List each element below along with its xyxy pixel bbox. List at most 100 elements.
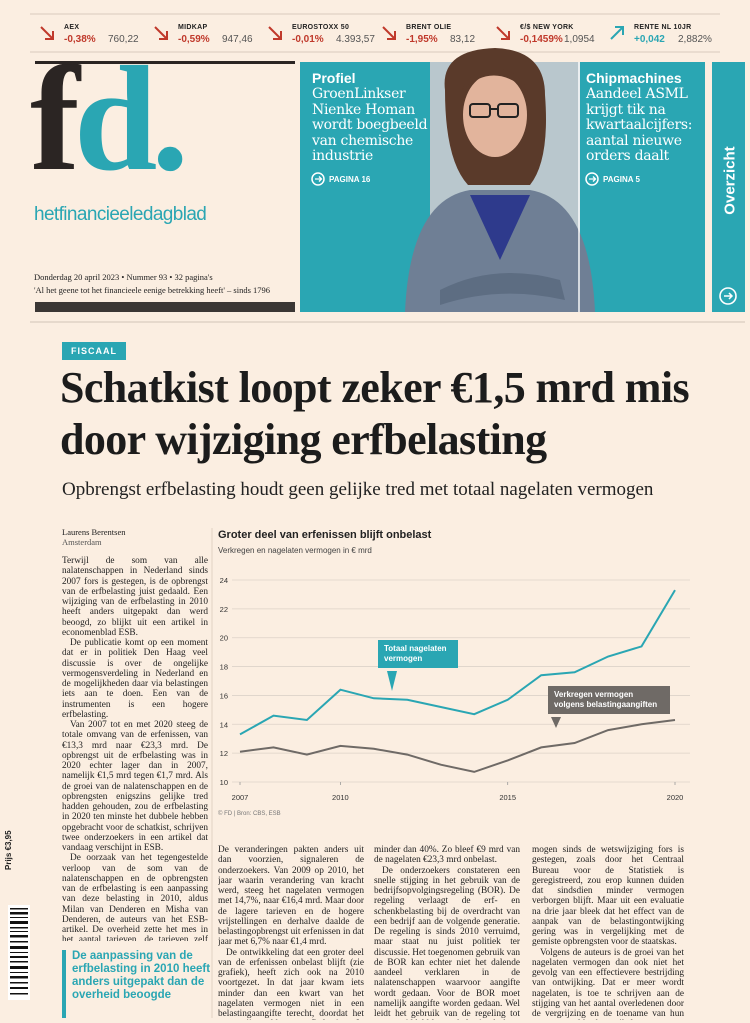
- ticker-arrow: [268, 26, 282, 40]
- y-tick-label: 24: [220, 576, 228, 585]
- column: Terwijl de som van alle nalatenschappen …: [62, 556, 208, 941]
- author: Laurens Berentsen: [62, 527, 126, 537]
- ticker-name: €/$ NEW YORK: [520, 24, 574, 31]
- chart-source: © FD | Bron: CBS, ESB: [218, 811, 281, 817]
- rule: [35, 61, 295, 64]
- paragraph: mogen sinds de wetswijziging fors is ges…: [532, 845, 684, 948]
- ticker-item: €/$ NEW YORK -0,1459% 1,0954: [494, 22, 606, 48]
- y-tick-label: 10: [220, 778, 228, 787]
- callout-pointer: [551, 717, 561, 728]
- arrow: [154, 26, 168, 40]
- ticker-value: 947,46: [222, 34, 253, 45]
- column: De veranderingen pakten anders uit dan v…: [218, 845, 364, 1020]
- ticker-arrow: [610, 26, 624, 40]
- ticker-value: 83,12: [450, 34, 476, 45]
- ticker-arrow: [382, 26, 396, 40]
- pull-quote: De aanpassing van de erfbelasting in 201…: [62, 950, 212, 1018]
- price: Prijs €3,95: [4, 830, 13, 870]
- y-tick-label: 14: [220, 720, 228, 729]
- ticker-item: BRENT OLIE -1,95% 83,12: [380, 22, 492, 48]
- icon: [311, 172, 325, 186]
- paragraph: Van 2007 tot en met 2020 steeg de totale…: [62, 720, 208, 853]
- ticker-value: 4.393,57: [336, 34, 375, 45]
- ticker-arrow: [496, 26, 510, 40]
- paragraph: De oorzaak van het tegengestelde verloop…: [62, 853, 208, 941]
- x-tick-label: 2007: [232, 793, 249, 802]
- column: minder dan 40%. Zo bleef €9 mrd van de n…: [374, 845, 520, 1020]
- series-line: [239, 589, 676, 736]
- section-tag: FISCAAL: [62, 342, 126, 360]
- ticker-item: AEX -0,38% 760,22: [38, 22, 150, 48]
- ticker-item: RENTE NL 10JR +0,042 2,882%: [608, 22, 720, 48]
- rule: [35, 302, 295, 312]
- x-tick-label: 2020: [667, 793, 684, 802]
- ticker-value: 2,882%: [678, 34, 712, 45]
- column: mogen sinds de wetswijziging fors is ges…: [532, 845, 684, 1020]
- series-label: Verkregen vermogen volgens belastingaang…: [548, 686, 670, 714]
- paragraph: De veranderingen pakten anders uit dan v…: [218, 845, 364, 948]
- arrow: [382, 26, 396, 40]
- icon: [589, 176, 597, 182]
- teaser-page[interactable]: PAGINA 16: [329, 175, 371, 184]
- ticker-item: EUROSTOXX 50 -0,01% 4.393,57: [266, 22, 378, 48]
- logo: fd.: [30, 36, 189, 202]
- ticker-item: MIDKAP -0,59% 947,46: [152, 22, 264, 48]
- ticker-name: EUROSTOXX 50: [292, 24, 350, 31]
- chart-subtitle: Verkregen en nagelaten vermogen in € mrd: [218, 546, 372, 555]
- y-tick-label: 12: [220, 749, 228, 758]
- ticker-name: RENTE NL 10JR: [634, 24, 692, 31]
- headline[interactable]: Schatkist loopt zeker €1,5 mrd mis door …: [60, 363, 690, 464]
- teaser-text[interactable]: GroenLinkser Nienke Homan wordt boegbeel…: [312, 86, 428, 164]
- paragraph: Terwijl de som van alle nalatenschappen …: [62, 556, 208, 638]
- teaser-label[interactable]: Chipmachines: [586, 70, 682, 86]
- ticker-name: BRENT OLIE: [406, 24, 452, 31]
- series-line: [239, 719, 676, 773]
- barcode: [8, 905, 30, 1000]
- icon: [719, 287, 737, 305]
- paragraph: De publicatie komt op een moment dat er …: [62, 638, 208, 720]
- y-tick-label: 16: [220, 691, 228, 700]
- dateline: Donderdag 20 april 2023 • Nummer 93 • 32…: [34, 272, 213, 282]
- paragraph: De onderzoekers constateren een snelle s…: [374, 865, 520, 1021]
- teaser-page[interactable]: PAGINA 5: [603, 175, 640, 184]
- ticker-change: -0,59%: [178, 34, 210, 45]
- divider: [578, 62, 580, 312]
- ticker-value: 1,0954: [564, 34, 595, 45]
- photo: [405, 48, 595, 312]
- x-tick-label: 2015: [499, 793, 516, 802]
- arrow: [610, 26, 624, 40]
- y-tick-label: 20: [220, 634, 228, 643]
- side-tab[interactable]: Overzicht: [712, 62, 745, 312]
- ticker-value: 760,22: [108, 34, 139, 45]
- paragraph: Volgens de auteurs is de groei van het n…: [532, 947, 684, 1021]
- ticker-name: AEX: [64, 24, 80, 31]
- ticker-change: -0,38%: [64, 34, 96, 45]
- paragraph: De ontwikkeling dat een groter deel van …: [218, 947, 364, 1021]
- icon: [315, 176, 323, 182]
- icon: [585, 172, 599, 186]
- arrow: [268, 26, 282, 40]
- arrow: [40, 26, 54, 40]
- teaser-label[interactable]: Profiel: [312, 70, 356, 86]
- ticker-change: -0,1459%: [520, 34, 563, 45]
- ticker-change: +0,042: [634, 34, 665, 45]
- teaser-text[interactable]: Aandeel ASML krijgt tik na kwartaalcijfe…: [586, 86, 693, 164]
- arrow: [496, 26, 510, 40]
- x-tick-label: 2010: [332, 793, 349, 802]
- paragraph: minder dan 40%. Zo bleef €9 mrd van de n…: [374, 845, 520, 866]
- newspaper-name: hetfinancieeledagblad: [34, 204, 207, 225]
- subhead: Opbrengst erfbelasting houdt geen gelijk…: [62, 479, 654, 500]
- chart-title: Groter deel van erfenissen blijft onbela…: [218, 529, 432, 541]
- y-tick-label: 22: [220, 605, 228, 614]
- ticker-arrow: [154, 26, 168, 40]
- callout-pointer: [387, 671, 397, 691]
- ticker-change: -0,01%: [292, 34, 324, 45]
- motto: 'Al het geene tot het financieele eenige…: [34, 285, 271, 295]
- series-label: Totaal nagelaten vermogen: [378, 640, 458, 668]
- ticker-change: -1,95%: [406, 34, 438, 45]
- ticker-name: MIDKAP: [178, 24, 208, 31]
- location: Amsterdam: [62, 537, 102, 547]
